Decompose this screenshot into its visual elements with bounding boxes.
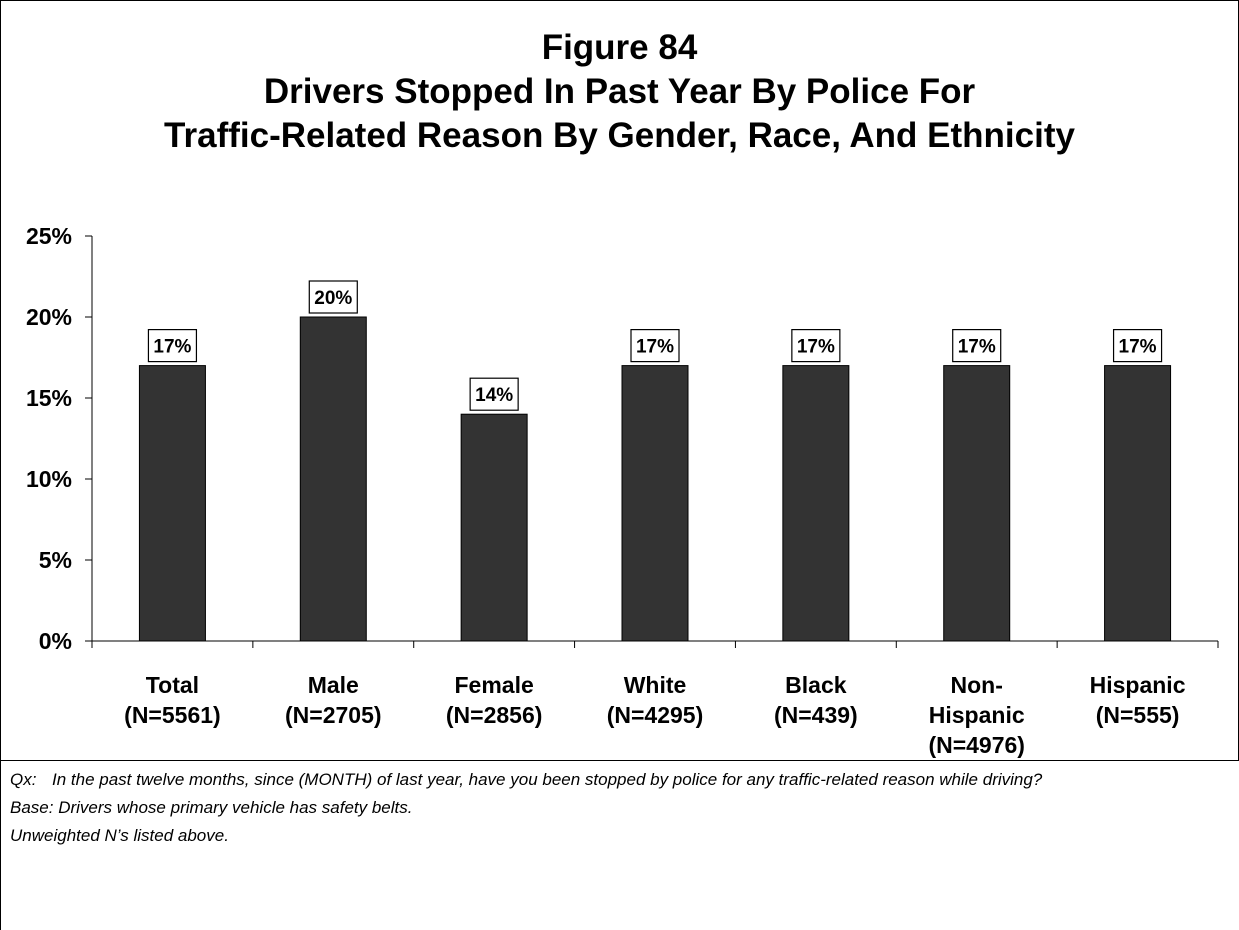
title-line-2: Traffic-Related Reason By Gender, Race, … (164, 116, 1075, 155)
y-tick-label: 15% (26, 385, 72, 411)
data-label-box (952, 329, 1002, 363)
data-label: 20% (314, 288, 352, 309)
bar (782, 365, 850, 642)
y-tick-label: 5% (39, 547, 72, 573)
base-note: Base: Drivers whose primary vehicle has … (10, 798, 413, 817)
data-label: 14% (475, 385, 513, 406)
data-label-box (308, 280, 358, 314)
category-label: (N=5561) (124, 702, 221, 728)
bar (621, 365, 689, 642)
chart-title: Figure 84 Drivers Stopped In Past Year B… (0, 26, 1239, 158)
bar (460, 413, 528, 642)
data-label-box (630, 329, 680, 363)
bar (299, 316, 367, 642)
category-label: Male (308, 672, 359, 698)
data-label-box (469, 377, 519, 411)
question-text: In the past twelve months, since (MONTH)… (52, 770, 1043, 789)
bar (138, 365, 206, 642)
question-note: Qx: In the past twelve months, since (MO… (10, 770, 1230, 790)
y-tick-label: 25% (26, 223, 72, 249)
category-label: Hispanic (1090, 672, 1186, 698)
category-label: Non- (951, 672, 1003, 698)
bar (1104, 365, 1172, 642)
category-label: Hispanic (929, 702, 1025, 728)
data-label-box (147, 329, 198, 363)
data-label-box (791, 329, 841, 363)
bar-chart: 0% 5% 10% 15% 20% 25% 17% Total (N=5561) 20% Male (… (26, 223, 1219, 758)
y-tick-label: 0% (39, 628, 72, 654)
bar (943, 365, 1011, 642)
category-label: (N=439) (774, 702, 858, 728)
data-label: 17% (797, 337, 835, 358)
unweighted-note: Unweighted N’s listed above. (10, 826, 229, 845)
category-label: (N=4976) (928, 732, 1025, 758)
category-label: (N=555) (1096, 702, 1180, 728)
data-label: 17% (1119, 337, 1157, 358)
category-label: Female (455, 672, 534, 698)
data-label: 17% (636, 337, 674, 358)
category-label: White (624, 672, 687, 698)
data-label: 17% (153, 337, 191, 358)
category-label: (N=2705) (285, 702, 382, 728)
data-label: 17% (958, 337, 996, 358)
notes-divider (0, 760, 1239, 761)
notes-left-rule (0, 760, 1, 930)
category-label: (N=2856) (446, 702, 543, 728)
title-line-1: Drivers Stopped In Past Year By Police F… (263, 72, 976, 111)
y-tick-label: 20% (26, 304, 72, 330)
figure-label: Figure 84 (541, 28, 698, 67)
y-tick-label: 10% (26, 466, 72, 492)
footnotes: Qx: In the past twelve months, since (MO… (10, 770, 1230, 854)
question-key: Qx: (10, 770, 37, 789)
category-label: (N=4295) (607, 702, 704, 728)
data-label-box (1112, 329, 1163, 363)
category-label: Total (146, 672, 199, 698)
category-label: Black (785, 672, 847, 698)
